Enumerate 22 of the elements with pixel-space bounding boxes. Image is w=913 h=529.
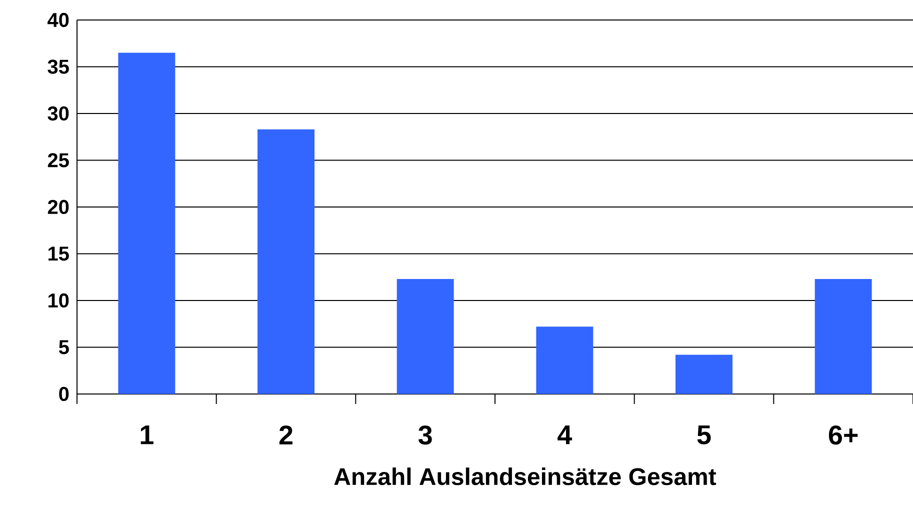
y-tick-label: 35 xyxy=(48,60,69,74)
y-tick-label: 15 xyxy=(48,246,69,261)
x-tick-label: 1 xyxy=(140,426,154,444)
bar xyxy=(536,326,594,394)
bar xyxy=(396,278,454,394)
y-tick-label: 25 xyxy=(48,153,69,168)
y-tick-label: 10 xyxy=(48,293,69,308)
bar xyxy=(676,354,732,394)
bar xyxy=(814,278,872,394)
x-tick-label: 5 xyxy=(697,426,711,444)
y-tick-label: 40 xyxy=(48,12,69,28)
y-tick-label: 20 xyxy=(48,200,69,214)
y-tick-label: 30 xyxy=(48,106,69,121)
bar xyxy=(258,129,315,394)
bar xyxy=(118,52,176,394)
x-tick-label: 2 xyxy=(279,426,292,444)
y-tick-label: 0 xyxy=(59,386,69,402)
y-tick-label: 5 xyxy=(58,340,69,354)
x-tick-label: 3 xyxy=(418,426,432,445)
x-tick-label: 4 xyxy=(558,426,572,444)
x-axis-title: Anzahl Auslandseinsätze Gesamt xyxy=(334,468,716,486)
x-tick-label: 6+ xyxy=(828,426,858,445)
